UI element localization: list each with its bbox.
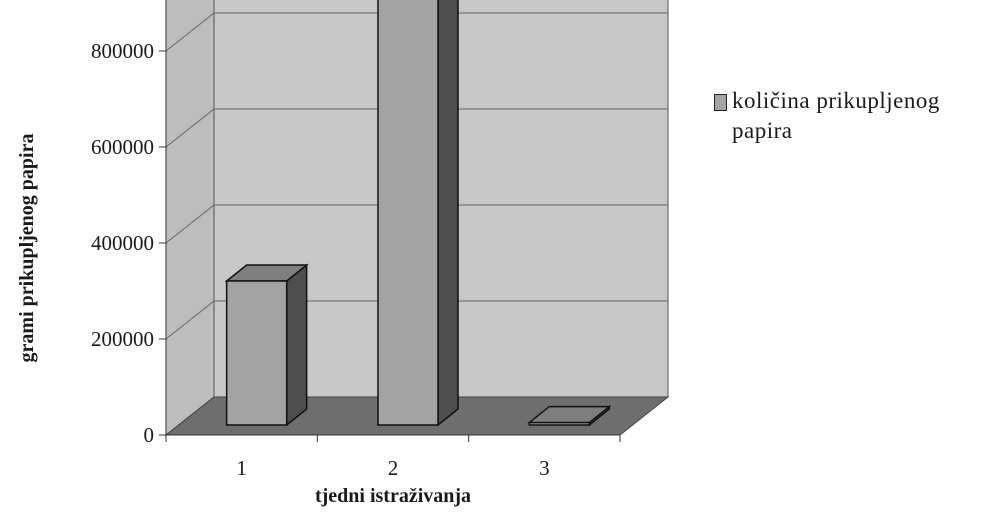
legend-swatch	[714, 94, 727, 111]
bar-side	[285, 263, 308, 427]
side-wall	[165, 0, 215, 437]
bar	[377, 0, 459, 427]
bar	[527, 405, 612, 427]
x-axis-title: tjedni istraživanja	[315, 485, 471, 507]
bar-front	[225, 280, 288, 426]
gridline-side	[165, 108, 215, 148]
bar-front	[528, 421, 591, 426]
gridline-side	[165, 204, 215, 244]
y-axis-title: grami prikupljenog papira	[16, 134, 38, 363]
y-tick-label: 400000	[91, 231, 154, 255]
y-tick-label: 800000	[91, 39, 154, 63]
y-tick-label: 200000	[91, 327, 154, 351]
y-tick-label: 600000	[91, 135, 154, 159]
bar-side	[437, 0, 459, 427]
legend-label: količina prikupljenog papira	[732, 88, 940, 143]
bar	[224, 263, 309, 427]
gridline-side	[165, 300, 215, 340]
bar-front	[377, 0, 439, 426]
y-tick-label: 0	[144, 423, 155, 447]
gridline-side	[165, 12, 215, 52]
x-tick-label: 2	[388, 456, 399, 480]
x-tick-label: 1	[236, 456, 247, 480]
x-tick-label: 3	[539, 456, 550, 480]
